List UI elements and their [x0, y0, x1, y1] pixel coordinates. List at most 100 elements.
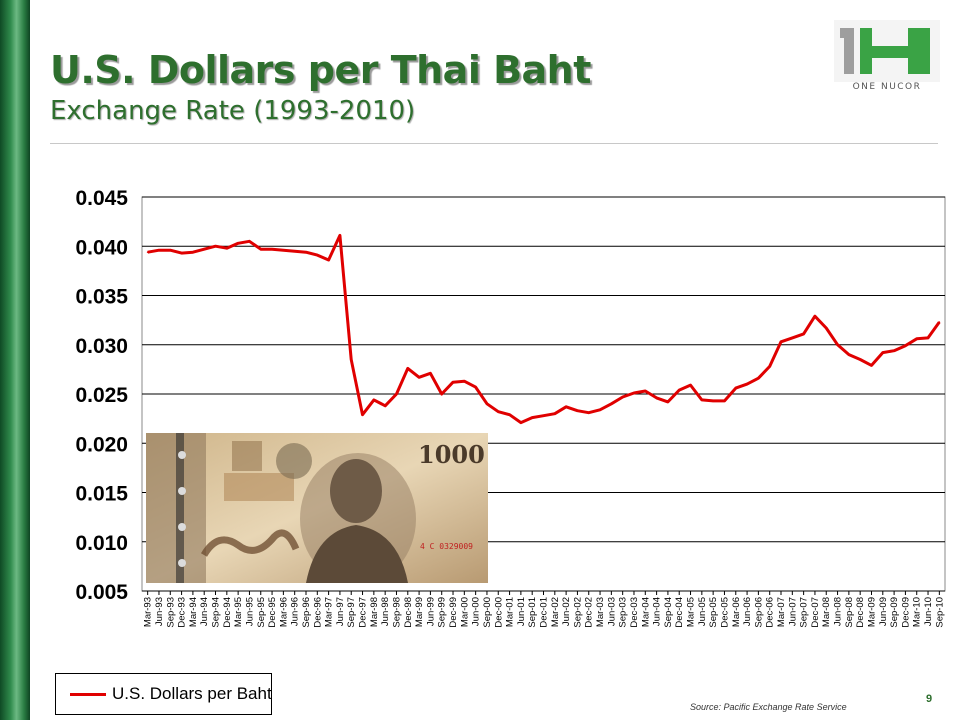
data-point: [576, 409, 579, 412]
x-tick-label: Dec-05: [719, 597, 730, 628]
data-point: [395, 393, 398, 395]
data-point: [893, 349, 895, 352]
data-point: [497, 410, 500, 413]
x-tick-label: Sep-01: [527, 597, 538, 628]
x-tick-label: Mar-96: [278, 597, 289, 627]
y-tick-label: 0.025: [75, 384, 128, 407]
data-point: [870, 364, 873, 367]
x-tick-label: Dec-00: [493, 597, 504, 628]
x-tick-label: Jun-04: [652, 597, 663, 626]
data-point: [350, 358, 353, 361]
data-point: [169, 249, 172, 251]
banknote-serial-text: 4 C 0329009: [420, 542, 473, 551]
data-point: [746, 383, 748, 385]
y-tick-label: 0.010: [75, 532, 128, 555]
x-tick-label: Jun-02: [561, 597, 572, 626]
data-point: [542, 414, 545, 417]
data-point: [587, 411, 590, 414]
data-point: [814, 315, 816, 317]
data-point: [848, 353, 850, 356]
data-point: [158, 249, 160, 251]
x-tick-label: Sep-09: [889, 597, 900, 628]
x-tick-label: Jun-98: [380, 597, 391, 626]
data-point: [723, 400, 726, 402]
x-tick-label: Jun-00: [471, 597, 482, 626]
data-point: [904, 344, 907, 347]
x-tick-label: Jun-95: [244, 597, 255, 626]
x-tick-label: Dec-98: [403, 597, 414, 628]
slide-subtitle: Exchange Rate (1993-2010): [50, 96, 416, 126]
x-tick-label: Jun-96: [290, 597, 301, 626]
x-tick-label: Dec-02: [584, 597, 595, 628]
data-point: [373, 399, 375, 401]
data-point: [282, 249, 285, 251]
x-tick-label: Sep-99: [437, 597, 448, 628]
y-tick-label: 0.005: [75, 581, 128, 604]
data-point: [180, 252, 183, 254]
data-point: [678, 389, 681, 391]
x-tick-label: Jun-05: [697, 597, 708, 626]
x-tick-label: Sep-96: [301, 597, 312, 628]
data-point: [293, 250, 296, 252]
data-point: [531, 416, 533, 419]
data-point: [452, 381, 454, 383]
data-point: [520, 421, 522, 424]
data-point: [644, 390, 647, 392]
data-point: [508, 413, 511, 416]
x-tick-label: Jun-99: [425, 597, 436, 626]
x-tick-label: Dec-04: [674, 597, 685, 628]
x-tick-label: Jun-97: [335, 597, 346, 626]
data-point: [633, 392, 635, 394]
x-tick-label: Mar-98: [369, 597, 380, 627]
x-tick-label: Mar-99: [414, 597, 425, 627]
data-point: [712, 400, 714, 402]
logo-text: ONE NUCOR: [852, 82, 922, 92]
data-point: [463, 380, 466, 382]
data-point: [621, 396, 624, 398]
x-tick-label: Dec-03: [629, 597, 640, 628]
x-tick-label: Sep-04: [663, 597, 674, 628]
data-point: [565, 406, 567, 408]
x-tick-label: Sep-05: [708, 597, 719, 628]
legend-label: U.S. Dollars per Baht: [112, 684, 272, 703]
data-point: [339, 234, 341, 237]
data-point: [226, 247, 228, 250]
y-tick-label: 0.015: [75, 483, 128, 506]
data-point: [757, 377, 760, 380]
x-tick-label: Sep-03: [618, 597, 629, 628]
data-point: [361, 413, 364, 416]
x-tick-label: Mar-97: [324, 597, 335, 627]
x-tick-label: Mar-95: [233, 597, 244, 627]
data-point: [825, 327, 828, 329]
data-point: [406, 367, 409, 370]
thai-banknote-image: 1000 4 C 0329009: [146, 433, 488, 583]
data-point: [214, 245, 217, 248]
data-point: [237, 242, 239, 245]
legend-swatch: [70, 693, 106, 696]
x-tick-label: Mar-06: [731, 597, 742, 627]
x-tick-label: Dec-95: [267, 597, 278, 628]
x-tick-label: Mar-10: [912, 597, 923, 627]
data-point: [384, 405, 386, 407]
side-accent-bar: [0, 0, 30, 720]
data-point: [780, 340, 782, 343]
x-tick-label: Mar-09: [866, 597, 877, 627]
data-point: [429, 372, 432, 375]
x-tick-label: Dec-06: [765, 597, 776, 628]
data-point: [836, 343, 839, 346]
nucor-logo-mark: [834, 20, 940, 82]
x-tick-label: Jun-94: [199, 597, 210, 626]
x-tick-label: Sep-97: [346, 597, 357, 628]
data-point: [203, 248, 206, 251]
x-tick-label: Mar-00: [459, 597, 470, 627]
y-tick-label: 0.045: [75, 187, 128, 210]
x-tick-label: Mar-02: [550, 597, 561, 627]
x-tick-label: Jun-01: [516, 597, 527, 626]
data-point: [418, 376, 420, 379]
nucor-logo: ONE NUCOR: [834, 20, 940, 96]
x-tick-label: Mar-03: [595, 597, 606, 627]
slide-title: U.S. Dollars per Thai Baht: [50, 48, 591, 92]
data-point: [859, 358, 861, 361]
x-tick-label: Jun-09: [878, 597, 889, 626]
x-tick-label: Dec-08: [855, 597, 866, 628]
